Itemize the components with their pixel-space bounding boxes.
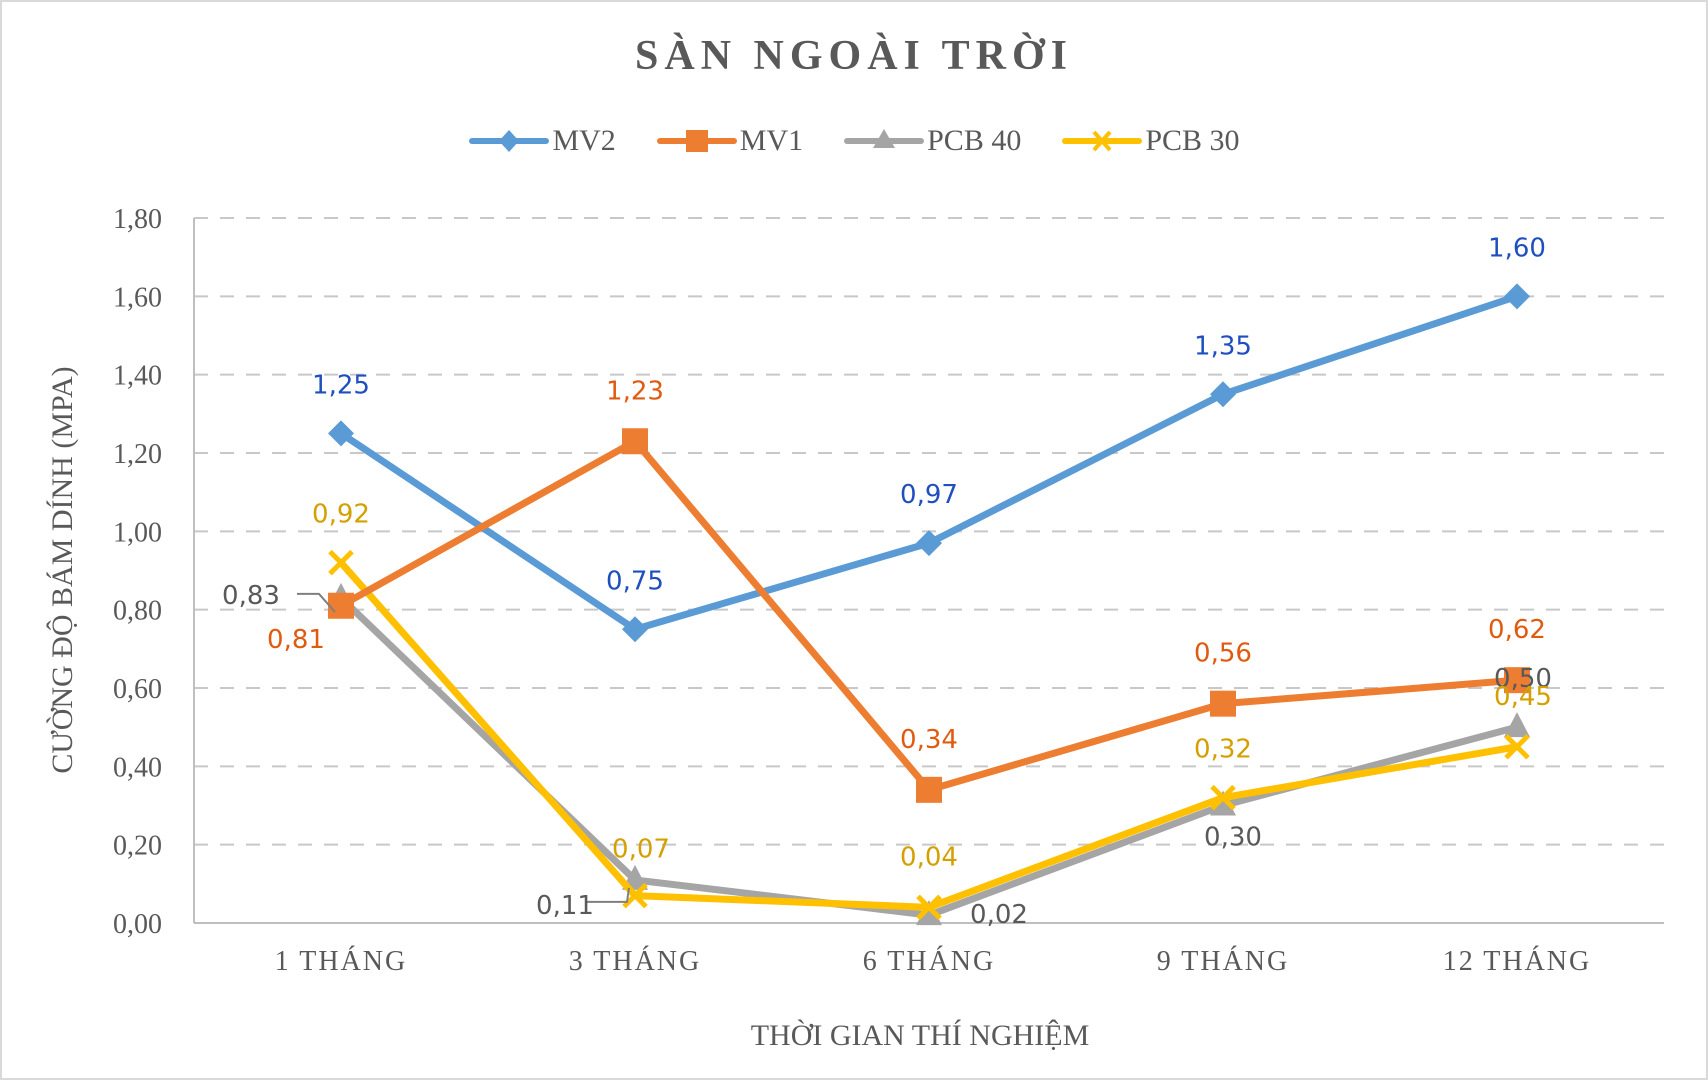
- x-marker-icon: [1210, 784, 1236, 811]
- diamond-marker-icon: [328, 420, 354, 447]
- data-label: 0,62: [1488, 615, 1546, 645]
- x-tick-label: 3 THÁNG: [569, 946, 701, 977]
- diamond-marker-icon: [1504, 283, 1530, 310]
- y-tick-label: 1,40: [113, 361, 162, 392]
- data-label: 0,75: [606, 566, 664, 596]
- data-label: 0,30: [1204, 823, 1262, 853]
- triangle-marker-icon: [1210, 790, 1236, 816]
- y-tick-label: 0,60: [113, 674, 162, 705]
- square-marker-icon: [656, 130, 737, 152]
- data-label: 0,11: [536, 891, 594, 921]
- square-marker-icon: [1210, 690, 1236, 717]
- x-axis-title: THỜI GIAN THÍ NGHIỆM: [751, 1019, 1090, 1052]
- x-marker-icon: [1062, 130, 1143, 152]
- legend-item-pcb30: PCB 30: [1061, 124, 1240, 158]
- leader-line: [587, 887, 630, 903]
- legend-item-mv2: MV2: [468, 124, 616, 158]
- legend-label: PCB 40: [927, 124, 1022, 157]
- data-label: 1,60: [1488, 233, 1546, 263]
- legend-item-mv1: MV1: [656, 124, 803, 158]
- data-label: 0,56: [1194, 639, 1252, 669]
- chart-legend: MV2 MV1 PCB 40 PCB 30: [0, 124, 1708, 158]
- x-tick-label: 6 THÁNG: [863, 946, 995, 977]
- y-tick-label: 0,40: [113, 752, 162, 783]
- legend-item-pcb40: PCB 40: [843, 124, 1021, 158]
- leader-line: [297, 592, 336, 613]
- x-marker-icon: [328, 549, 354, 576]
- legend-label: MV1: [739, 124, 804, 157]
- data-label: 0,81: [267, 625, 325, 655]
- diamond-marker-icon: [469, 130, 550, 152]
- y-tick-label: 1,60: [113, 282, 162, 313]
- data-label: 0,07: [612, 835, 670, 865]
- y-tick-label: 1,00: [113, 517, 162, 548]
- y-tick-label: 0,80: [113, 596, 162, 627]
- y-tick-label: 1,80: [113, 204, 162, 235]
- data-label: 0,83: [222, 581, 280, 611]
- data-label: 1,25: [312, 370, 370, 400]
- data-labels: 1,25 0,75 0,97 1,35 1,60 0,81 1,23 0,34 0,56 0,62…: [222, 233, 1552, 930]
- chart-title: SÀN NGOÀI TRỜI: [635, 33, 1073, 79]
- diamond-marker-icon: [622, 616, 648, 643]
- legend-label: MV2: [552, 124, 616, 157]
- square-marker-icon: [328, 592, 354, 619]
- triangle-marker-icon: [844, 129, 925, 148]
- square-marker-icon: [1504, 667, 1530, 694]
- data-label: 0,02: [970, 900, 1028, 930]
- axes: 0,00 0,20 0,40 0,60 0,80 1,00 1,20 1,40 1,60 1,80…: [113, 204, 1664, 977]
- series-line-mv2: [339, 293, 1519, 633]
- y-axis-title: CƯỜNG ĐỘ BÁM DÍNH (MPA): [46, 366, 79, 773]
- data-label: 0,92: [312, 500, 370, 530]
- x-marker-icon: [916, 894, 942, 921]
- diamond-marker-icon: [916, 530, 942, 557]
- y-tick-label: 1,20: [113, 439, 162, 470]
- triangle-marker-icon: [1504, 712, 1530, 738]
- data-label: 0,50: [1494, 664, 1552, 694]
- data-label: 0,04: [900, 842, 958, 872]
- y-tick-label: 0,20: [113, 831, 162, 862]
- data-label: 1,23: [606, 376, 664, 406]
- x-marker-icon: [1504, 733, 1530, 760]
- data-series: [328, 283, 1530, 926]
- x-tick-label: 12 THÁNG: [1443, 946, 1591, 977]
- data-label: 0,97: [900, 480, 958, 510]
- triangle-marker-icon: [916, 900, 942, 926]
- data-label: 0,45: [1494, 682, 1552, 712]
- data-label: 0,32: [1194, 735, 1252, 765]
- x-tick-label: 9 THÁNG: [1157, 946, 1289, 977]
- square-marker-icon: [916, 776, 942, 803]
- data-label: 1,35: [1194, 331, 1252, 361]
- x-tick-label: 1 THÁNG: [275, 946, 407, 977]
- y-tick-label: 0,00: [113, 909, 162, 940]
- square-marker-icon: [622, 428, 648, 455]
- data-label: 0,34: [900, 725, 958, 755]
- legend-label: PCB 30: [1145, 124, 1240, 157]
- diamond-marker-icon: [1210, 381, 1236, 408]
